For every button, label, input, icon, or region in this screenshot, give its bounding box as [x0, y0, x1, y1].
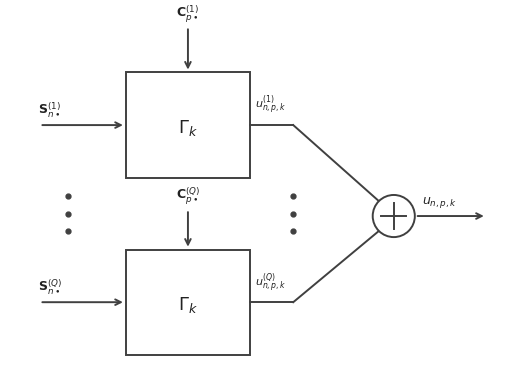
Text: $u_{n,p,k}^{(Q)}$: $u_{n,p,k}^{(Q)}$	[255, 271, 287, 295]
Text: $u_{n,p,k}$: $u_{n,p,k}$	[423, 195, 458, 210]
Text: $\Gamma_k$: $\Gamma_k$	[178, 295, 198, 315]
Text: $\mathbf{S}_{n\bullet}^{(1)}$: $\mathbf{S}_{n\bullet}^{(1)}$	[38, 101, 60, 120]
Text: $\mathbf{S}_{n\bullet}^{(Q)}$: $\mathbf{S}_{n\bullet}^{(Q)}$	[38, 278, 62, 297]
Text: $\mathbf{C}_{p\bullet}^{(1)}$: $\mathbf{C}_{p\bullet}^{(1)}$	[176, 3, 200, 25]
Text: $u_{n,p,k}^{(1)}$: $u_{n,p,k}^{(1)}$	[255, 94, 287, 118]
Bar	[125, 250, 250, 355]
Bar	[125, 73, 250, 178]
Text: $\Gamma_k$: $\Gamma_k$	[178, 118, 198, 138]
Circle shape	[373, 195, 415, 237]
Text: $\mathbf{C}_{p\bullet}^{(Q)}$: $\mathbf{C}_{p\bullet}^{(Q)}$	[176, 186, 200, 207]
